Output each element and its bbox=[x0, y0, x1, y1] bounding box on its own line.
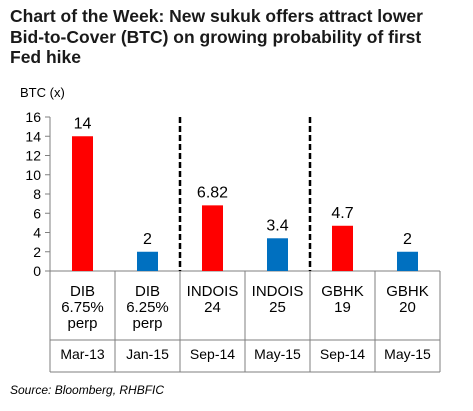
source-note: Source: Bloomberg, RHBFIC bbox=[10, 383, 165, 397]
date-label: Sep-14 bbox=[190, 346, 235, 362]
bar bbox=[137, 251, 158, 271]
y-tick-label: 12 bbox=[25, 148, 41, 164]
data-label: 2 bbox=[403, 231, 412, 248]
bar bbox=[72, 136, 93, 271]
y-tick-label: 16 bbox=[25, 109, 41, 125]
y-tick-label: 8 bbox=[33, 186, 41, 202]
chart-title-line-1: Chart of the Week: New sukuk offers attr… bbox=[10, 6, 423, 26]
date-label: Sep-14 bbox=[320, 346, 365, 362]
data-label: 2 bbox=[143, 231, 152, 248]
date-label: May-15 bbox=[384, 346, 431, 362]
y-axis-label: BTC (x) bbox=[20, 85, 65, 100]
x-tick-label: INDOIS bbox=[187, 283, 239, 300]
x-tick-label: INDOIS bbox=[252, 283, 304, 300]
x-tick-label: GBHK bbox=[386, 283, 429, 300]
bar bbox=[332, 225, 353, 271]
y-tick-label: 6 bbox=[33, 205, 41, 221]
bar bbox=[397, 251, 418, 271]
x-tick-label: 25 bbox=[269, 299, 286, 316]
x-tick-label: 19 bbox=[334, 299, 351, 316]
x-tick-label: 24 bbox=[204, 299, 221, 316]
data-label: 3.4 bbox=[266, 217, 288, 234]
y-tick-label: 2 bbox=[33, 244, 41, 260]
data-label: 4.7 bbox=[331, 205, 353, 222]
chart-title-line-3: Fed hike bbox=[10, 47, 81, 67]
x-tick-label: GBHK bbox=[321, 283, 364, 300]
date-label: Mar-13 bbox=[60, 346, 105, 362]
bar bbox=[267, 238, 288, 271]
date-label: May-15 bbox=[254, 346, 301, 362]
date-label: Jan-15 bbox=[126, 346, 169, 362]
y-tick-label: 10 bbox=[25, 167, 41, 183]
chart-title-line-2: Bid-to-Cover (BTC) on growing probabilit… bbox=[10, 26, 422, 47]
y-tick-label: 4 bbox=[33, 225, 41, 241]
bar bbox=[202, 205, 223, 271]
y-tick-label: 14 bbox=[25, 128, 41, 144]
x-tick-label: 20 bbox=[399, 299, 416, 316]
y-tick-label: 0 bbox=[33, 263, 41, 279]
chart-title: Chart of the Week: New sukuk offers attr… bbox=[10, 6, 470, 68]
x-tick-label: perp bbox=[132, 315, 162, 332]
x-tick-label: 6.75% bbox=[61, 299, 104, 316]
data-label: 14 bbox=[74, 115, 92, 132]
data-label: 6.82 bbox=[197, 184, 228, 201]
x-tick-label: DIB bbox=[70, 283, 95, 300]
x-tick-label: 6.25% bbox=[126, 299, 169, 316]
x-tick-label: DIB bbox=[135, 283, 160, 300]
x-tick-label: perp bbox=[67, 315, 97, 332]
